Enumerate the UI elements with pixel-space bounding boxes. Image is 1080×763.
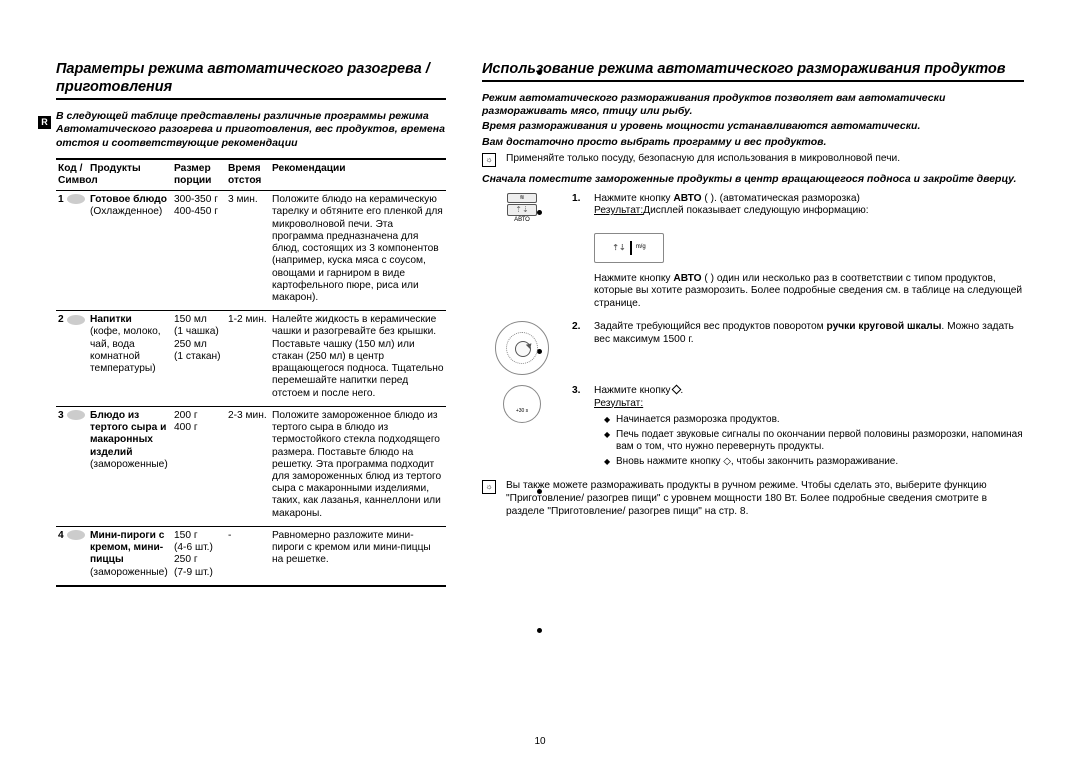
display-readout: ⇡⇣m/g xyxy=(594,233,664,263)
right-p3: Вам достаточно просто выбрать программу … xyxy=(482,136,1024,149)
th-code: Код / Символ xyxy=(56,159,88,191)
page-number: 10 xyxy=(0,736,1080,747)
step-body: 2.Задайте требующийся вес продуктов пово… xyxy=(572,321,1024,375)
food-icon xyxy=(67,530,85,540)
product-name: Блюдо из тертого сыра и макаронных издел… xyxy=(90,410,166,458)
start-icon xyxy=(672,384,682,394)
standing-time: 2-3 мин. xyxy=(226,406,270,526)
standing-time: - xyxy=(226,526,270,585)
step-number: 1. xyxy=(572,193,586,223)
step-row: 2.Задайте требующийся вес продуктов пово… xyxy=(482,321,1024,375)
th-time: Время отстоя xyxy=(226,159,270,191)
step-row: Нажмите кнопку АВТО ( ) один или несколь… xyxy=(482,273,1024,311)
bullet-item: Вновь нажмите кнопку ◇, чтобы закончить … xyxy=(604,456,1024,469)
product-name: Готовое блюдо xyxy=(90,194,167,205)
th-product: Продукты xyxy=(88,159,172,191)
note-manual: ☼ Вы также можете размораживать продукты… xyxy=(482,480,1024,520)
product-sub: (замороженные) xyxy=(90,459,168,470)
programs-table: Код / Символ Продукты Размер порции Врем… xyxy=(56,158,446,587)
start-dial-icon: +30 s xyxy=(503,385,541,423)
note-manual-text: Вы также можете размораживать продукты в… xyxy=(506,480,1024,518)
table-row: 1 Готовое блюдо(Охлажденное) 300-350 г400… xyxy=(56,191,446,311)
portion-size: 150 г(4-6 шт.)250 г(7-9 шт.) xyxy=(172,526,226,585)
portion-size: 200 г400 г xyxy=(172,406,226,526)
row-num: 4 xyxy=(58,530,64,541)
step-row: ≋⇡⇣АВТО 1. Нажмите кнопку АВТО ( ). (автом… xyxy=(482,193,1024,223)
right-p1: Режим автоматического размораживания про… xyxy=(482,92,1024,118)
language-badge: R xyxy=(38,116,51,129)
step-graphic: ≋⇡⇣АВТО xyxy=(482,193,562,223)
right-column: Использование режима автоматического раз… xyxy=(482,60,1024,587)
step-number xyxy=(572,273,586,311)
note-dishware-text: Применяйте только посуду, безопасную для… xyxy=(506,153,900,166)
product-sub: (замороженные) xyxy=(90,567,168,578)
step-body: 3.Нажмите кнопку .Результат:Начинается р… xyxy=(572,385,1024,471)
standing-time: 3 мин. xyxy=(226,191,270,311)
food-icon xyxy=(67,194,85,204)
recommendation: Положите замороженное блюдо из тертого с… xyxy=(270,406,446,526)
product-name: Мини-пироги с кремом, мини-пиццы xyxy=(90,530,164,565)
bullet-item: Начинается разморозка продуктов. xyxy=(604,414,1024,427)
right-p4: Сначала поместите замороженные продукты … xyxy=(482,173,1024,186)
left-title: Параметры режима автоматического разогре… xyxy=(56,60,446,100)
th-rec: Рекомендации xyxy=(270,159,446,191)
result-bullets: Начинается разморозка продуктов. Печь под… xyxy=(604,414,1024,468)
table-row: 2 Напитки(кофе, молоко, чай, вода комнат… xyxy=(56,311,446,407)
product-name: Напитки xyxy=(90,314,132,325)
row-num: 3 xyxy=(58,410,64,421)
food-icon xyxy=(67,410,85,420)
step-text: Нажмите кнопку АВТО ( ) один или несколь… xyxy=(594,273,1024,311)
step-body: Нажмите кнопку АВТО ( ) один или несколь… xyxy=(572,273,1024,311)
step-graphic xyxy=(482,273,562,311)
auto-button-icon: ≋⇡⇣АВТО xyxy=(507,193,537,223)
step-graphic: +30 s xyxy=(482,385,562,471)
step-text: Нажмите кнопку .Результат:Начинается раз… xyxy=(594,385,1024,471)
bullet-item: Печь подает звуковые сигналы по окончани… xyxy=(604,429,1024,454)
recommendation: Положите блюдо на керамическую тарелку и… xyxy=(270,191,446,311)
portion-size: 300-350 г400-450 г xyxy=(172,191,226,311)
table-row: 4 Мини-пироги с кремом, мини-пиццы (замор… xyxy=(56,526,446,585)
step-graphic xyxy=(482,321,562,375)
left-intro: В следующей таблице представлены различн… xyxy=(56,110,446,149)
note-dishware: ☼ Применяйте только посуду, безопасную д… xyxy=(482,153,1024,168)
display-row: ⇡⇣m/g xyxy=(482,233,1024,263)
dial-icon xyxy=(495,321,549,375)
standing-time: 1-2 мин. xyxy=(226,311,270,407)
steps-list: ≋⇡⇣АВТО 1. Нажмите кнопку АВТО ( ). (автом… xyxy=(482,193,1024,471)
step-text: Нажмите кнопку АВТО ( ). (автоматическая… xyxy=(594,193,869,223)
th-size: Размер порции xyxy=(172,159,226,191)
step-number: 3. xyxy=(572,385,586,471)
left-column: R Параметры режима автоматического разог… xyxy=(56,60,446,587)
food-icon xyxy=(67,315,85,325)
step-body: 1. Нажмите кнопку АВТО ( ). (автоматическ… xyxy=(572,193,1024,223)
row-num: 2 xyxy=(58,314,64,325)
table-row: 3 Блюдо из тертого сыра и макаронных изд… xyxy=(56,406,446,526)
row-num: 1 xyxy=(58,194,64,205)
recommendation: Равномерно разложите мини-пироги с кремо… xyxy=(270,526,446,585)
product-sub: (кофе, молоко, чай, вода комнатной темпе… xyxy=(90,326,161,374)
portion-size: 150 мл(1 чашка)250 мл(1 стакан) xyxy=(172,311,226,407)
right-title: Использование режима автоматического раз… xyxy=(482,60,1024,82)
product-sub: (Охлажденное) xyxy=(90,206,162,217)
step-row: +30 s 3.Нажмите кнопку .Результат:Начинае… xyxy=(482,385,1024,471)
step-number: 2. xyxy=(572,321,586,375)
info-icon: ☼ xyxy=(482,480,496,494)
recommendation: Налейте жидкость в керамические чашки и … xyxy=(270,311,446,407)
step-text: Задайте требующийся вес продуктов поворо… xyxy=(594,321,1024,375)
info-icon: ☼ xyxy=(482,153,496,167)
right-p2: Время размораживания и уровень мощности … xyxy=(482,120,1024,133)
